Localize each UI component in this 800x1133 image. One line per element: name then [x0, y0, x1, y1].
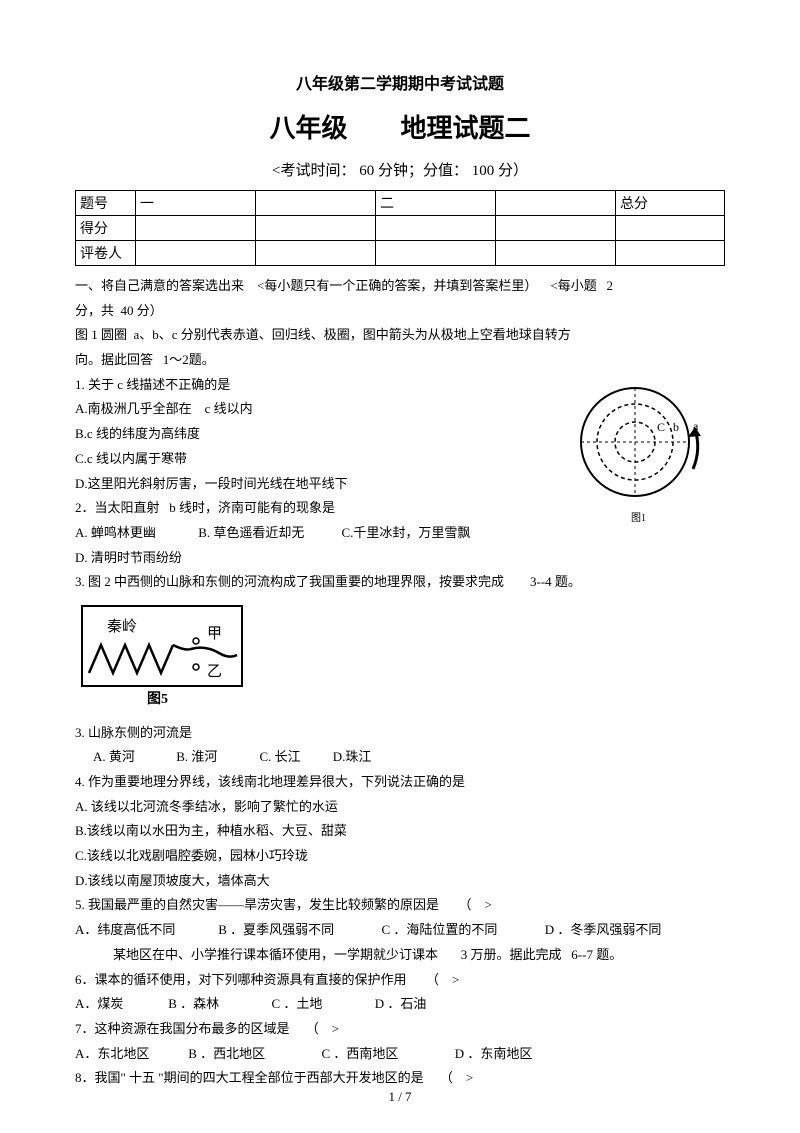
- page-number: 1 / 7: [0, 1089, 800, 1105]
- q3-stem: 3. 山脉东侧的河流是: [75, 721, 725, 746]
- title-subject: 地理试题二: [401, 114, 531, 143]
- cell: [376, 216, 496, 241]
- q4-opt-b: B.该线以南以水田为主，种植水稻、大豆、甜菜: [75, 819, 725, 844]
- figure-1-icon: C b a 图1: [575, 377, 715, 527]
- q8-stem: 8．我国" 十五 "期间的四大工程全部位于西部大开发地区的是 （ >: [75, 1066, 725, 1091]
- q7-opts: A．东北地区 B ．西北地区 C ．西南地区 D ．东南地区: [75, 1042, 725, 1067]
- score-table: 题号 一 二 总分 得分 评卷人: [75, 190, 725, 266]
- figure-2-icon: 秦岭 甲 乙 图5: [79, 603, 249, 708]
- label-b: b: [673, 420, 679, 434]
- cell-label: 题号: [76, 191, 136, 216]
- exam-info: <考试时间： 60 分钟；分值： 100 分）: [75, 159, 725, 180]
- fig2-jia: 甲: [207, 626, 222, 642]
- cell-label: 评卷人: [76, 241, 136, 266]
- fig1-desc-2: 向。据此回答 1～2题。: [75, 348, 725, 373]
- q6-stem: 6．课本的循环使用，对下列哪种资源具有直接的保护作用 （ >: [75, 968, 725, 993]
- cell: 总分: [616, 191, 725, 216]
- q2-opts: A. 蝉鸣林更幽 B. 草色遥看近却无 C.千里冰封，万里雪飘 D. 清明时节雨…: [75, 521, 725, 570]
- q5-stem: 5. 我国最严重的自然灾害——旱涝灾害，发生比较频繁的原因是 （ >: [75, 893, 725, 918]
- table-row: 题号 一 二 总分: [76, 191, 725, 216]
- q5-line2: 某地区在中、小学推行课本循环使用，一学期就少订课本 3 万册。据此完成 6--7…: [75, 943, 725, 968]
- q3-intro: 3. 图 2 中西侧的山脉和东侧的河流构成了我国重要的地理界限，按要求完成 3-…: [75, 570, 725, 595]
- cell: [616, 216, 725, 241]
- fig2-qinling: 秦岭: [107, 618, 137, 635]
- cell: [136, 241, 256, 266]
- fig2-yi: 乙: [207, 664, 222, 680]
- q3-opts: A. 黄河 B. 淮河 C. 长江 D.珠江: [75, 745, 725, 770]
- cell: [496, 216, 616, 241]
- fig1-desc: 图 1 圆圈 a、b、c 分别代表赤道、回归线、极圈，图中箭头为从极地上空看地球…: [75, 323, 725, 348]
- cell: [256, 241, 376, 266]
- q4-stem: 4. 作为重要地理分界线，该线南北地理差异很大，下列说法正确的是: [75, 770, 725, 795]
- q4-opt-c: C.该线以北戏剧唱腔委婉，园林小巧玲珑: [75, 844, 725, 869]
- q4-opt-a: A. 该线以北河流冬季结冰，影响了繁忙的水运: [75, 795, 725, 820]
- q7-stem: 7．这种资源在我国分布最多的区域是 （ >: [75, 1017, 725, 1042]
- q5-opts: A．纬度高低不同 B ．夏季风强弱不同 C ．海陆位置的不同 D ．冬季风强弱不…: [75, 918, 725, 943]
- cell: [616, 241, 725, 266]
- main-title: 八年级 地理试题二: [75, 108, 725, 145]
- q4-opt-d: D.该线以南屋顶坡度大，墙体高大: [75, 869, 725, 894]
- cell: [496, 241, 616, 266]
- cell: 一: [136, 191, 256, 216]
- section-intro-2: 分，共 40 分）: [75, 299, 725, 324]
- cell: [256, 216, 376, 241]
- cell-label: 得分: [76, 216, 136, 241]
- body-text: 一、将自己满意的答案选出来 <每小题只有一个正确的答案，并填到答案栏里） <每小…: [75, 274, 725, 1091]
- q6-opts: A．煤炭 B ．森林 C ．土地 D ．石油: [75, 992, 725, 1017]
- label-a: a: [693, 419, 699, 433]
- cell: [376, 241, 496, 266]
- super-title: 八年级第二学期期中考试试题: [75, 70, 725, 94]
- fig2-caption: 图5: [147, 691, 168, 707]
- label-c: C: [657, 420, 665, 434]
- cell: [496, 191, 616, 216]
- cell: [256, 191, 376, 216]
- table-row: 评卷人: [76, 241, 725, 266]
- section-intro: 一、将自己满意的答案选出来 <每小题只有一个正确的答案，并填到答案栏里） <每小…: [75, 274, 725, 299]
- cell: 二: [376, 191, 496, 216]
- title-grade: 八年级: [269, 114, 347, 143]
- fig1-caption: 图1: [631, 512, 646, 524]
- table-row: 得分: [76, 216, 725, 241]
- cell: [136, 216, 256, 241]
